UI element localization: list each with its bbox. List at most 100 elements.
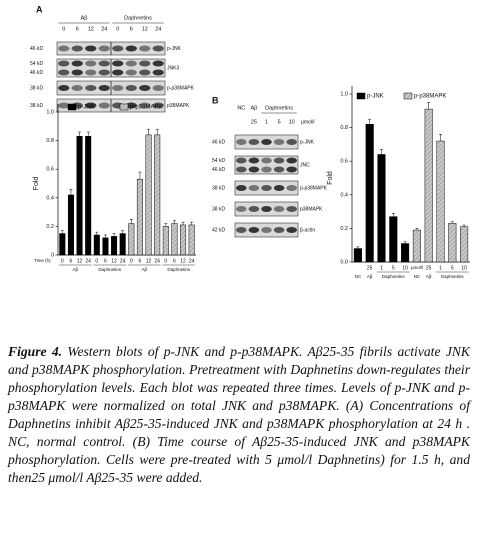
lane-group-label: Aβ xyxy=(250,105,257,111)
blot-band xyxy=(139,85,151,91)
x-tick-label: 24 xyxy=(154,258,160,264)
x-tick-label: 25 xyxy=(426,265,432,271)
x-tick-label: 10 xyxy=(461,265,467,271)
y-tick-label: 1.0 xyxy=(46,109,54,115)
blot-band xyxy=(98,102,110,109)
blot-band xyxy=(261,206,272,212)
blot-band xyxy=(286,227,297,233)
blot-band xyxy=(125,69,137,76)
lane-label: 24 xyxy=(155,26,161,32)
blot-band xyxy=(273,185,285,191)
blot-band xyxy=(286,157,297,164)
blot-band xyxy=(261,139,272,145)
bar xyxy=(111,236,118,256)
blot-name: p-JNK xyxy=(167,46,182,52)
molecular-weight: 46 kD xyxy=(212,139,225,145)
blot-band xyxy=(85,69,97,76)
panel-letter: A xyxy=(36,4,43,14)
x-tick-label: 24 xyxy=(85,258,91,264)
y-tick-label: 0.8 xyxy=(46,138,54,144)
blot-name: JNC xyxy=(300,162,310,168)
x-tick-label: 12 xyxy=(180,258,186,264)
x-tick-label: 5 xyxy=(451,265,454,271)
x-tick-label: 24 xyxy=(120,258,126,264)
blot-band xyxy=(58,45,70,52)
blot-band xyxy=(152,85,164,91)
bar xyxy=(59,233,66,256)
bar xyxy=(119,233,126,256)
x-unit-label: μmol/l xyxy=(411,265,423,270)
molecular-weight: 38 kD xyxy=(30,85,43,91)
blot-band xyxy=(273,227,285,233)
blot-band xyxy=(273,157,285,164)
molecular-weight: 54 kD xyxy=(30,61,43,67)
bar-hatch xyxy=(424,109,433,263)
blot-band xyxy=(273,206,285,212)
blot-band xyxy=(236,227,247,233)
lane-group-label: Daphnetins xyxy=(265,105,293,111)
molecular-weight: 46 kD xyxy=(30,70,43,76)
lane-label: 0 xyxy=(116,26,119,32)
lane-group-label: Aβ xyxy=(81,15,88,21)
group-label: Aβ xyxy=(367,274,373,279)
blot-band xyxy=(152,102,164,109)
blot-band xyxy=(85,85,97,91)
legend-swatch xyxy=(356,92,366,100)
x-tick-label: 10 xyxy=(402,265,408,271)
group-label: Daphnetins xyxy=(382,274,406,279)
molecular-weight: 38 kD xyxy=(30,103,43,109)
lane-group-label: Daphnetins xyxy=(124,15,152,21)
y-axis-label: Fold xyxy=(33,177,40,191)
x-tick-label: 0 xyxy=(61,258,64,264)
x-tick-label: 25 xyxy=(367,265,373,271)
group-label: Aβ xyxy=(141,267,147,272)
bar-hatch xyxy=(188,224,195,255)
legend-label: p-p38MAPK xyxy=(130,105,162,111)
x-tick-label: 0 xyxy=(95,258,98,264)
lane-label: 1 xyxy=(265,119,268,125)
blot-band xyxy=(71,85,83,91)
lane-unit: μmol/l xyxy=(301,119,314,125)
panel-letter: B xyxy=(212,95,219,105)
blot-band xyxy=(139,69,151,76)
blot-name: p-p38MAPK xyxy=(300,185,328,191)
y-tick-label: 0.2 xyxy=(340,226,348,232)
bar xyxy=(85,136,92,256)
lane-group-label: NC xyxy=(237,105,245,111)
y-tick-label: 0 xyxy=(51,252,54,258)
blot-band xyxy=(71,45,83,52)
blot-band xyxy=(236,185,247,191)
blot-band xyxy=(248,227,260,233)
bar xyxy=(76,136,83,256)
blot-band xyxy=(236,157,247,164)
blot-band xyxy=(286,185,297,191)
y-axis-label: Fold xyxy=(327,171,334,185)
x-tick-label: 1 xyxy=(380,265,383,271)
bar-hatch xyxy=(436,141,445,262)
x-tick-label: 6 xyxy=(139,258,142,264)
blot-band xyxy=(71,69,83,76)
x-tick-label: 0 xyxy=(130,258,133,264)
blot-band xyxy=(236,139,247,145)
group-label: Daphnetins xyxy=(441,274,465,279)
group-label: Daphnetins xyxy=(98,267,122,272)
bar xyxy=(401,243,410,263)
caption-text: Western blots of p-JNK and p-p38MAPK. Aβ… xyxy=(8,344,470,485)
x-tick-label: 5 xyxy=(392,265,395,271)
x-tick-label: 6 xyxy=(70,258,73,264)
bar xyxy=(353,248,362,263)
bar-hatch xyxy=(448,223,457,262)
blot-band xyxy=(286,206,297,212)
y-tick-label: 0.6 xyxy=(46,167,54,173)
blot-band xyxy=(261,157,272,164)
bar-hatch xyxy=(154,134,160,255)
blot-band xyxy=(248,206,260,212)
blot-band xyxy=(112,69,124,76)
blot-band xyxy=(112,45,124,52)
blot-name: p38MAPK xyxy=(167,103,190,109)
x-tick-label: 1 xyxy=(439,265,442,271)
x-tick-label: 6 xyxy=(104,258,107,264)
y-tick-label: 0.4 xyxy=(46,195,54,201)
lane-label: 12 xyxy=(142,26,148,32)
blot-band xyxy=(248,157,260,164)
